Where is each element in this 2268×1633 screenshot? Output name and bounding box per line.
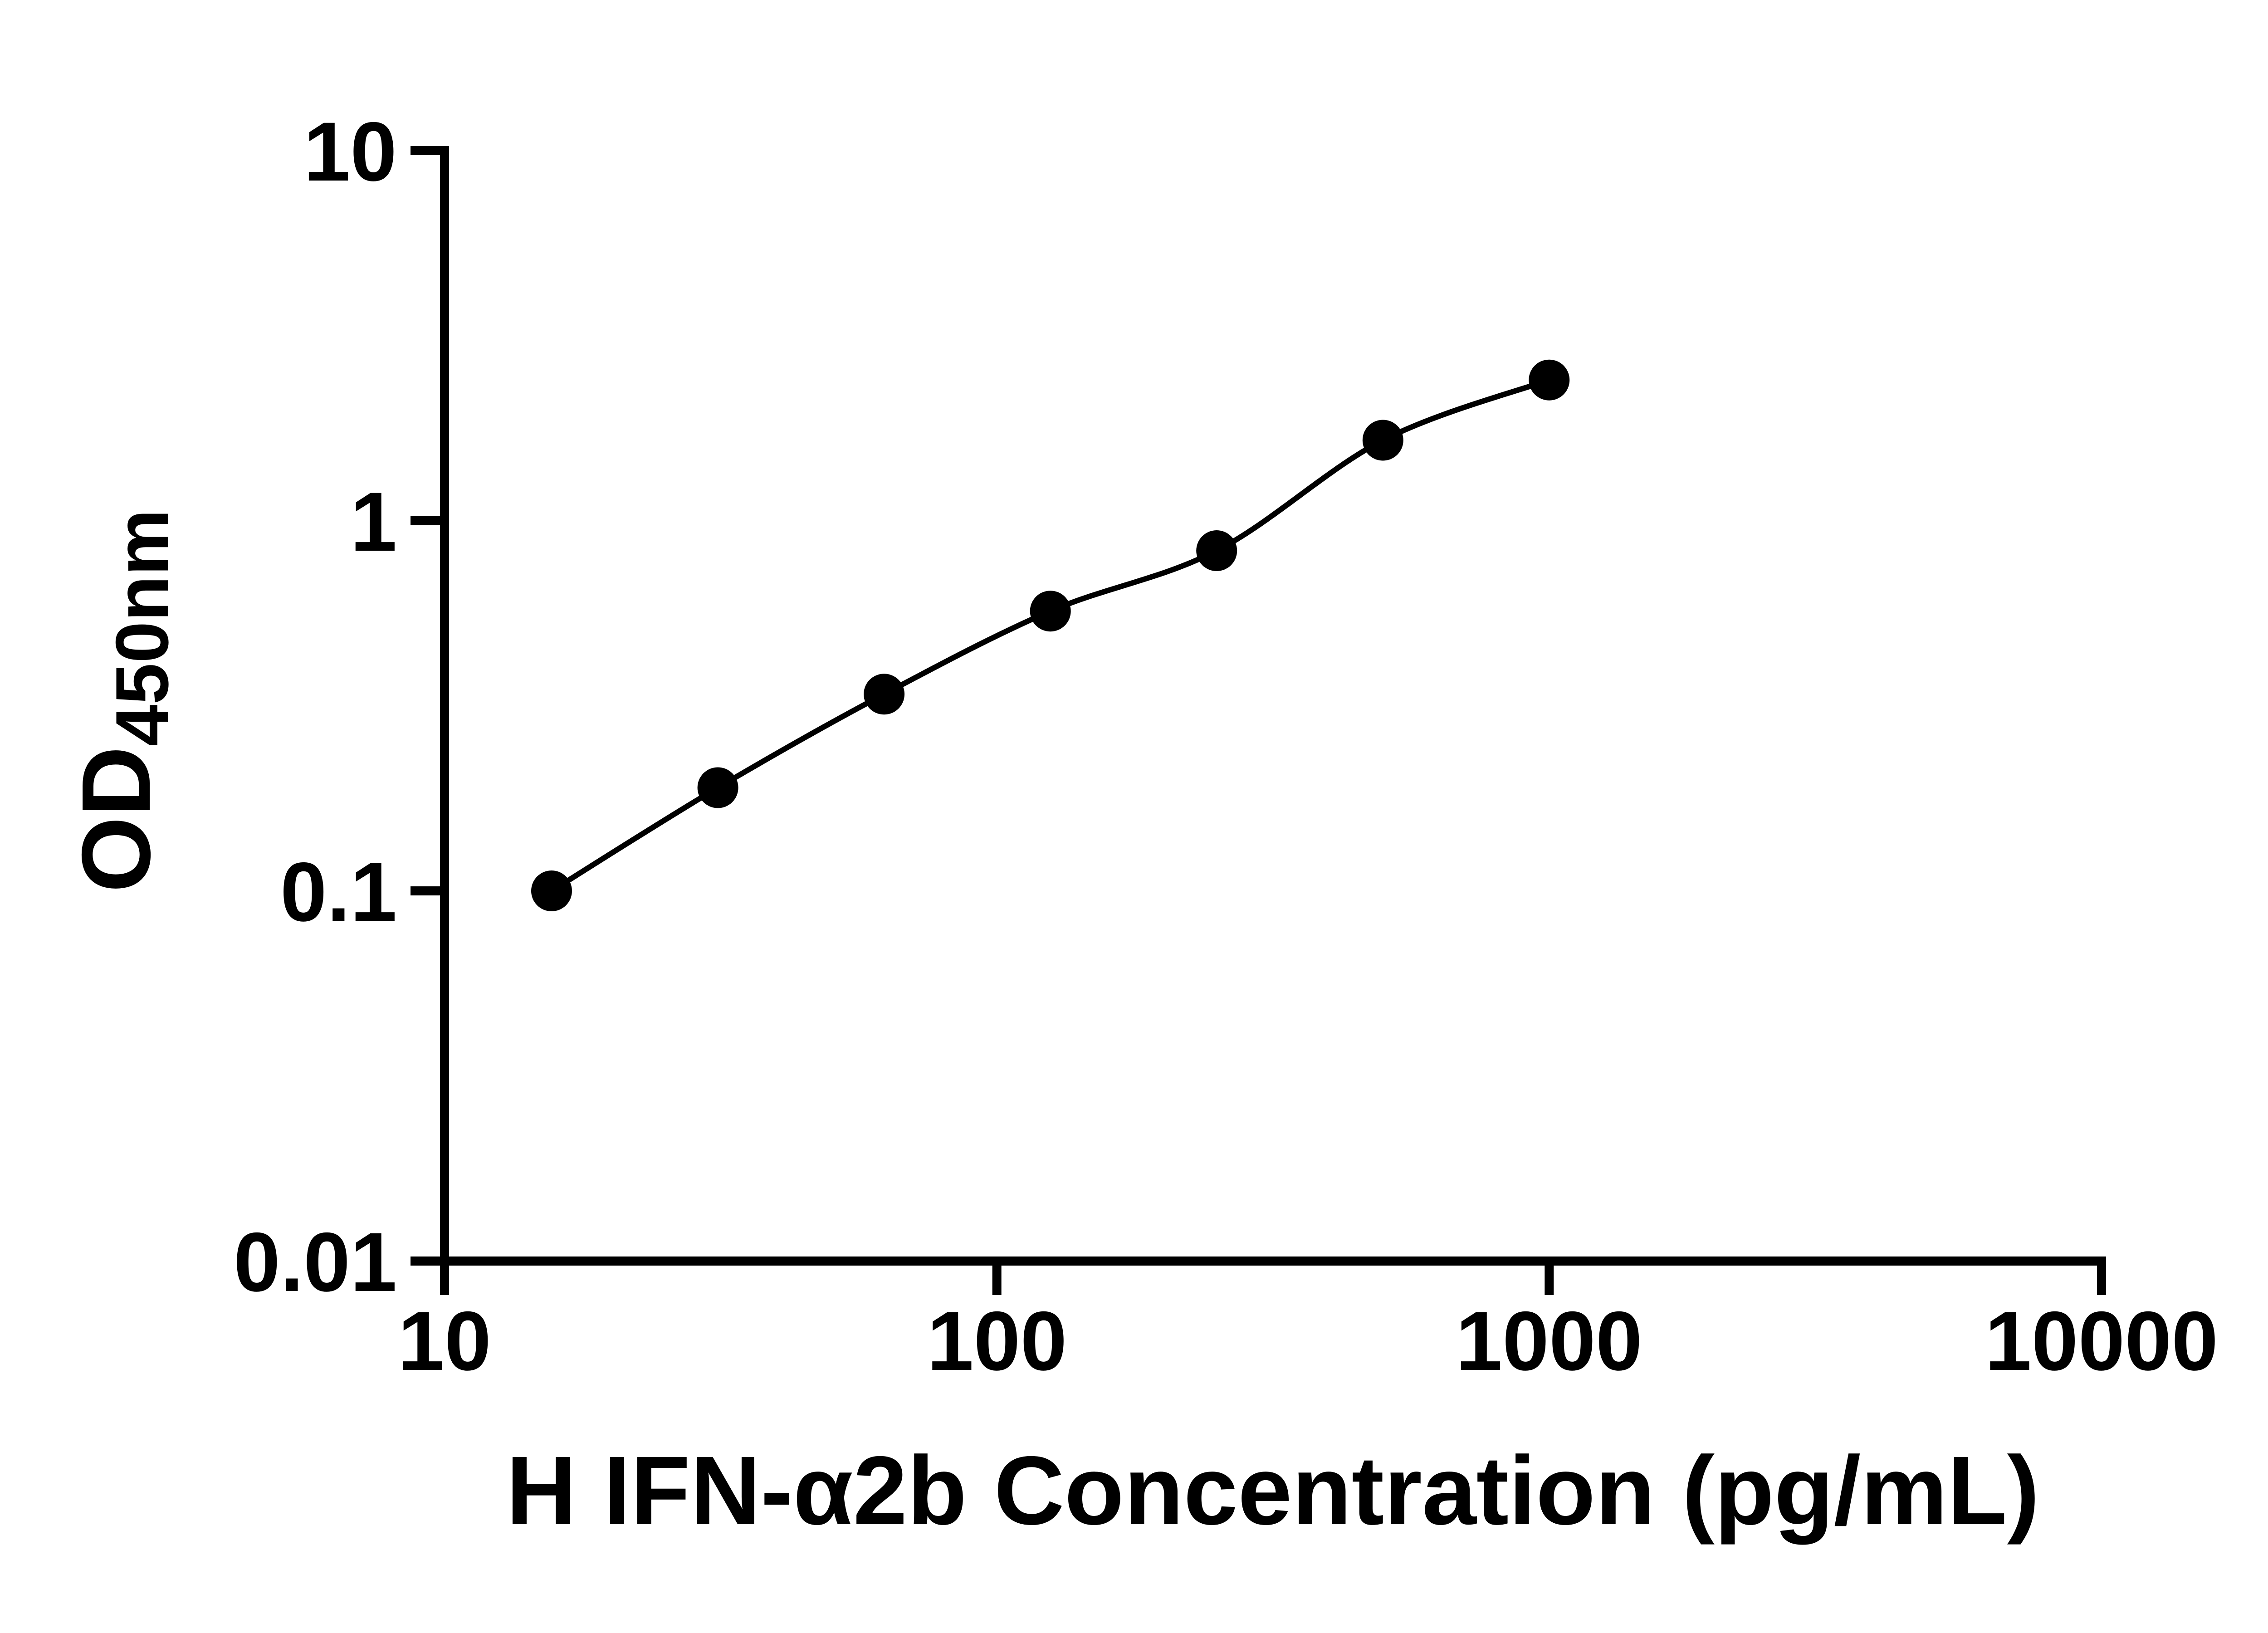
data-point-2 [864, 674, 905, 715]
y-axis-title: OD450nm [61, 509, 184, 892]
data-point-3 [1030, 591, 1071, 632]
y-tick-label-1: 1 [350, 475, 397, 569]
data-point-0 [531, 870, 572, 911]
data-point-5 [1362, 420, 1403, 461]
x-tick-label-1000: 1000 [1456, 1295, 1642, 1388]
x-tick-label-10000: 10000 [1985, 1295, 2218, 1388]
y-tick-label-0-01: 0.01 [234, 1216, 397, 1309]
x-axis-title: H IFN-α2b Concentration (pg/mL) [506, 1436, 2040, 1545]
data-point-4 [1196, 530, 1237, 571]
x-tick-label-10: 10 [398, 1295, 491, 1388]
data-point-6 [1529, 359, 1570, 401]
standard-curve-line [550, 377, 1550, 894]
y-axis-title-main: OD [61, 746, 171, 893]
y-tick-label-10: 10 [303, 105, 397, 199]
y-tick-label-0-1: 0.1 [280, 846, 397, 939]
data-point-1 [697, 767, 738, 808]
y-axis-title-sub: 450nm [100, 509, 184, 746]
x-tick-label-100: 100 [927, 1295, 1067, 1388]
